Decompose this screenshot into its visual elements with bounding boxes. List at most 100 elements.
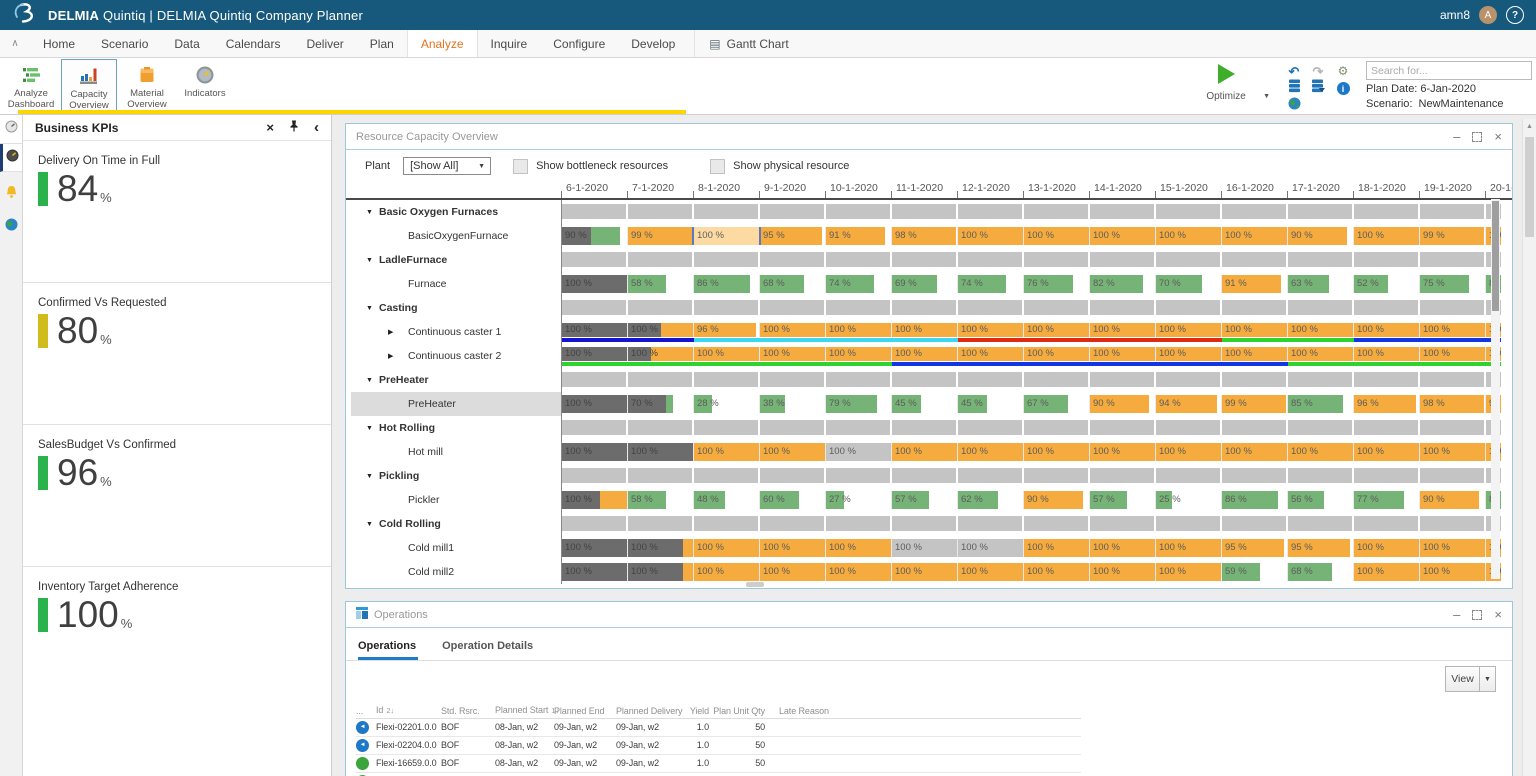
strip-tab-dashboard[interactable] (0, 115, 22, 144)
help-icon[interactable]: ? (1506, 6, 1524, 24)
capacity-cell[interactable]: 100 % (1354, 347, 1419, 361)
capacity-cell[interactable]: 100 % (892, 563, 957, 581)
tree-expanded-icon[interactable]: ▼ (366, 256, 373, 264)
capacity-cell[interactable]: 100 % (958, 563, 1023, 581)
capacity-cell[interactable]: 95 % (760, 227, 825, 245)
capacity-cell[interactable]: 100 % (694, 347, 759, 361)
close-icon[interactable]: × (1494, 607, 1502, 622)
capacity-cell[interactable]: 100 % (1024, 443, 1089, 461)
menu-item-data[interactable]: Data (174, 36, 200, 51)
operations-row[interactable]: Flexi-16659.0.0 BOF 08-Jan, w2 09-Jan, w2 09… (356, 755, 1081, 773)
capacity-cell[interactable]: 100 % (1090, 443, 1155, 461)
maximize-icon[interactable] (1472, 131, 1483, 142)
resource-tree-cell-pickler[interactable]: Pickler (351, 488, 561, 512)
close-icon[interactable]: × (1494, 129, 1502, 144)
capacity-cell[interactable]: 100 % (628, 323, 693, 337)
capacity-cell[interactable]: 100 % (826, 539, 891, 557)
capacity-cell[interactable]: 100 % (562, 539, 627, 557)
capacity-cell[interactable]: 100 % (1222, 323, 1287, 337)
resource-tree-cell-cold-mill2[interactable]: Cold mill2 (351, 560, 561, 584)
capacity-cell[interactable]: 100 % (562, 443, 627, 461)
resource-tree-cell-preheater[interactable]: ▼ PreHeater (351, 368, 561, 392)
strip-tab-kpis[interactable] (0, 144, 22, 172)
capacity-cell[interactable]: 45 % (892, 395, 957, 413)
capacity-cell[interactable]: 100 % (1420, 323, 1485, 337)
capacity-cell[interactable]: 100 % (1156, 563, 1221, 581)
collapse-panel-icon[interactable]: ‹ (314, 118, 319, 136)
col-planned-start[interactable]: Planned Start 1↓ (495, 705, 559, 715)
capacity-cell[interactable]: 91 % (826, 227, 891, 245)
database-export-icon[interactable] (1311, 79, 1325, 98)
capacity-cell[interactable]: 79 % (826, 395, 891, 413)
window-scrollbar-thumb[interactable] (1525, 137, 1534, 237)
capacity-cell[interactable]: 100 % (1288, 323, 1353, 337)
menu-item-gantt-chart[interactable]: ▤ Gantt Chart (694, 30, 802, 57)
globe-icon[interactable] (1288, 97, 1301, 115)
capacity-cell[interactable]: 76 % (1024, 275, 1089, 293)
tab-operations[interactable]: Operations (358, 640, 417, 652)
undo-icon[interactable]: ↶ (1288, 64, 1300, 79)
capacity-cell[interactable]: 28 % (694, 395, 759, 413)
toolbar-button-capacity-overview[interactable]: Capacity Overview (61, 59, 117, 113)
menu-item-scenario[interactable]: Scenario (101, 36, 149, 51)
operations-row[interactable]: ◄ Flexi-02204.0.0 BOF 08-Jan, w2 09-Jan, w2 0… (356, 737, 1081, 755)
capacity-cell[interactable]: 45 % (958, 395, 1023, 413)
alerts-bell-icon[interactable] (0, 180, 22, 204)
capacity-cell[interactable]: 99 % (628, 227, 693, 245)
capacity-cell[interactable]: 86 % (694, 275, 759, 293)
minimize-icon[interactable]: – (1453, 606, 1461, 622)
capacity-cell[interactable]: 100 % (1420, 347, 1485, 361)
capacity-cell[interactable]: 100 % (1420, 563, 1485, 581)
capacity-cell[interactable]: 98 % (1420, 395, 1485, 413)
capacity-scrollbar[interactable] (1491, 199, 1500, 579)
show-physical-checkbox[interactable] (710, 158, 726, 174)
capacity-cell[interactable]: 100 % (760, 443, 825, 461)
capacity-cell[interactable]: 100 % (958, 443, 1023, 461)
col-planned-delivery[interactable]: Planned Delivery (616, 705, 683, 716)
pin-icon[interactable] (289, 119, 299, 137)
capacity-cell[interactable]: 86 % (1222, 491, 1287, 509)
capacity-cell[interactable]: 100 % (628, 539, 693, 557)
capacity-cell[interactable]: 95 % (1222, 539, 1287, 557)
capacity-cell[interactable]: 100 % (1420, 443, 1485, 461)
menu-item-plan[interactable]: Plan (369, 36, 394, 51)
capacity-cell[interactable]: 38 % (760, 395, 825, 413)
capacity-cell[interactable]: 94 % (1156, 395, 1221, 413)
capacity-cell[interactable]: 100 % (1354, 563, 1419, 581)
capacity-cell[interactable]: 67 % (1024, 395, 1089, 413)
menu-item-deliver[interactable]: Deliver (306, 36, 344, 51)
resource-tree-cell-basic-oxygen-furnaces[interactable]: ▼ Basic Oxygen Furnaces (351, 200, 561, 224)
database-icon[interactable] (1288, 79, 1301, 98)
capacity-cell[interactable]: 100 % (692, 227, 761, 245)
settings-gear-icon[interactable]: ⚙ (1337, 64, 1349, 78)
splitter-handle[interactable] (746, 582, 764, 587)
plant-select[interactable]: [Show All] ▼ (403, 157, 492, 175)
toolbar-button-analyze-dashboard[interactable]: Analyze Dashboard (3, 59, 59, 113)
capacity-cell[interactable]: 85 % (1288, 395, 1353, 413)
user-avatar[interactable]: A (1479, 6, 1497, 24)
capacity-cell[interactable]: 95 % (1288, 539, 1353, 557)
capacity-cell[interactable]: 58 % (628, 275, 693, 293)
tree-expanded-icon[interactable]: ▼ (366, 376, 373, 384)
capacity-cell[interactable]: 100 % (562, 395, 627, 413)
resource-tree-cell-hot-mill[interactable]: Hot mill (351, 440, 561, 464)
capacity-cell[interactable]: 62 % (958, 491, 1023, 509)
resource-tree-cell-hot-rolling[interactable]: ▼ Hot Rolling (351, 416, 561, 440)
capacity-cell[interactable]: 100 % (958, 539, 1023, 557)
capacity-cell[interactable]: 90 % (1024, 491, 1089, 509)
capacity-cell[interactable]: 25 % (1156, 491, 1221, 509)
capacity-cell[interactable]: 100 % (760, 347, 825, 361)
resource-tree-cell-preheater[interactable]: PreHeater (351, 392, 561, 416)
capacity-cell[interactable]: 52 % (1354, 275, 1419, 293)
capacity-cell[interactable]: 77 % (1354, 491, 1419, 509)
resource-tree-cell-furnace[interactable]: Furnace (351, 272, 561, 296)
col-late-reason[interactable]: Late Reason (779, 705, 829, 716)
capacity-cell[interactable]: 100 % (1354, 443, 1419, 461)
resource-tree-cell-cold-mill1[interactable]: Cold mill1 (351, 536, 561, 560)
tree-collapsed-icon[interactable]: ▶ (388, 329, 394, 336)
collapse-ribbon-icon[interactable]: ∧ (11, 38, 19, 49)
globe-strip-icon[interactable] (0, 212, 22, 236)
capacity-cell[interactable]: 57 % (892, 491, 957, 509)
capacity-cell[interactable]: 100 % (1156, 443, 1221, 461)
resource-tree-cell-cold-rolling[interactable]: ▼ Cold Rolling (351, 512, 561, 536)
